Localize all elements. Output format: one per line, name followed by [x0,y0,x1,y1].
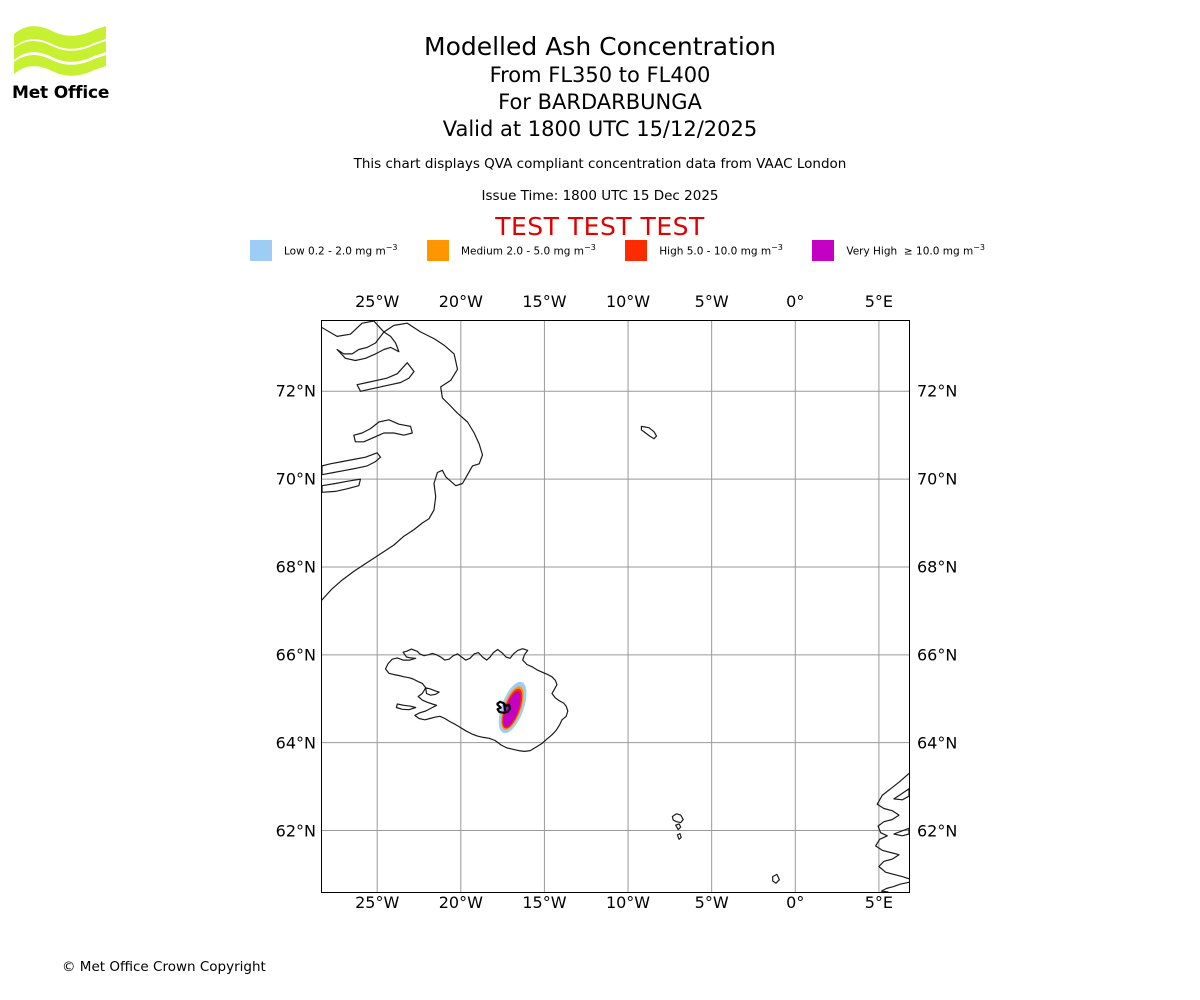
lat-tick-left-4: 64°N [275,733,316,753]
lon-tick-bottom-4: 5°W [694,893,729,912]
lat-tick-right-3: 66°N [917,645,958,665]
legend-swatch-high [625,240,648,261]
legend-label-medium: Medium 2.0 - 5.0 mg m−3 [461,243,596,258]
lon-tick-top-5: 0° [786,292,805,311]
norway-fjord-a [893,788,909,801]
legend-level-very-high: Very High [846,245,898,258]
norway-coast-south [880,881,909,892]
legend-unit-exp-very-high: −3 [973,243,985,253]
norway-west-coast [875,772,909,880]
lon-tick-bottom-0: 25°W [355,893,400,912]
faroe-islands-mid [675,823,682,831]
legend-range-low: 0.2 - 2.0 [308,245,352,258]
map-canvas [322,321,909,892]
logo-text: Met Office [12,83,110,103]
shetland-isles [772,873,780,884]
faroe-islands-north [671,813,684,824]
legend-range-medium: 2.0 - 5.0 [506,245,551,258]
greenland-fjord-e [322,478,362,493]
legend-level-low: Low [284,245,305,258]
legend-item-low: Low 0.2 - 2.0 mg m−3 [250,240,398,261]
test-banner: TEST TEST TEST [495,212,705,241]
legend-label-very-high: Very High ≥ 10.0 mg m−3 [846,243,985,258]
lat-tick-left-0: 72°N [275,381,316,401]
iceland-snaefellsnes [395,703,417,711]
legend-unit-low: mg m [351,245,386,258]
legend-label-high: High 5.0 - 10.0 mg m−3 [659,243,783,258]
iceland-coastline [384,648,569,752]
lon-tick-top-2: 15°W [522,292,567,311]
subtitle-valid-time: Valid at 1800 UTC 15/12/2025 [442,117,758,141]
legend-item-very-high: Very High ≥ 10.0 mg m−3 [812,240,985,261]
lat-tick-left-3: 66°N [275,645,316,665]
map-gridlines [322,321,909,892]
copyright-notice: © Met Office Crown Copyright [62,959,266,975]
faroe-islands-south [676,833,682,840]
legend-swatch-medium [426,240,449,261]
greenland-fjord-a [336,331,400,362]
legend-unit-exp-low: −3 [385,243,398,253]
bardarbunga-glacier-outline [496,700,512,714]
legend-swatch-low [250,240,272,261]
legend-level-medium: Medium [460,245,503,258]
lat-tick-left-2: 68°N [275,557,316,577]
legend-label-low: Low 0.2 - 2.0 mg m−3 [284,243,398,258]
lat-tick-left-1: 70°N [275,469,316,489]
met-office-waves-logo [14,26,106,76]
subtitle-volcano: For BARDARBUNGA [498,90,702,114]
legend-swatch-very-high [812,240,835,261]
lon-tick-bottom-5: 0° [786,893,805,912]
lon-tick-top-4: 5°W [694,292,729,311]
greenland-fjord-d [322,452,382,476]
lon-tick-bottom-3: 10°W [605,893,651,912]
iceland-westfjord-detail [425,687,440,696]
legend-unit-exp-medium: −3 [583,243,596,253]
legend-range-high: 5.0 - 10.0 [686,245,738,258]
qva-note: This chart displays QVA compliant concen… [353,156,847,172]
lat-tick-right-2: 68°N [917,557,958,577]
plume-contour-very-high [503,691,521,728]
subtitle-flight-levels: From FL350 to FL400 [489,63,711,87]
norway-fjord-b [893,827,909,837]
lon-tick-bottom-6: 5°E [864,893,894,912]
lon-tick-top-3: 10°W [605,292,651,311]
ash-plume-contours [498,681,527,734]
chart-header: Modelled Ash Concentration From FL350 to… [0,0,1200,241]
jan-mayen-island [640,425,658,440]
legend-unit-exp-high: −3 [771,243,783,253]
issue-time: Issue Time: 1800 UTC 15 Dec 2025 [481,188,719,204]
legend-unit-high: mg m [737,245,772,258]
legend-unit-medium: mg m [550,245,584,258]
legend-level-high: High [659,245,684,258]
lon-tick-bottom-1: 20°W [438,893,483,912]
lat-tick-right-1: 70°N [917,469,958,489]
lon-tick-top-6: 5°E [864,292,894,311]
bardarbunga-caldera-mark [502,702,507,712]
greenland-east-coast [322,321,484,601]
ash-plume-layer [496,681,527,734]
lon-tick-top-1: 20°W [438,292,483,311]
page-title: Modelled Ash Concentration [424,32,776,61]
legend-unit-very-high: mg m [939,245,974,258]
legend-item-medium: Medium 2.0 - 5.0 mg m−3 [426,240,596,261]
lat-tick-right-5: 62°N [917,821,958,840]
legend-item-high: High 5.0 - 10.0 mg m−3 [625,240,783,261]
lon-tick-top-0: 25°W [355,292,400,311]
lon-tick-bottom-2: 15°W [522,893,567,912]
lat-tick-left-5: 62°N [275,821,316,840]
met-office-logo: Met Office [12,22,122,114]
lat-tick-right-0: 72°N [917,381,958,401]
lat-tick-right-4: 64°N [917,733,958,753]
concentration-legend: Low 0.2 - 2.0 mg m−3 Medium 2.0 - 5.0 mg… [250,240,985,261]
greenland-fjord-c [353,419,413,443]
legend-range-very-high: ≥ 10.0 [903,245,940,258]
coastlines-layer [322,321,909,892]
map-plot-area [321,320,910,893]
greenland-fjord-b [356,362,415,392]
